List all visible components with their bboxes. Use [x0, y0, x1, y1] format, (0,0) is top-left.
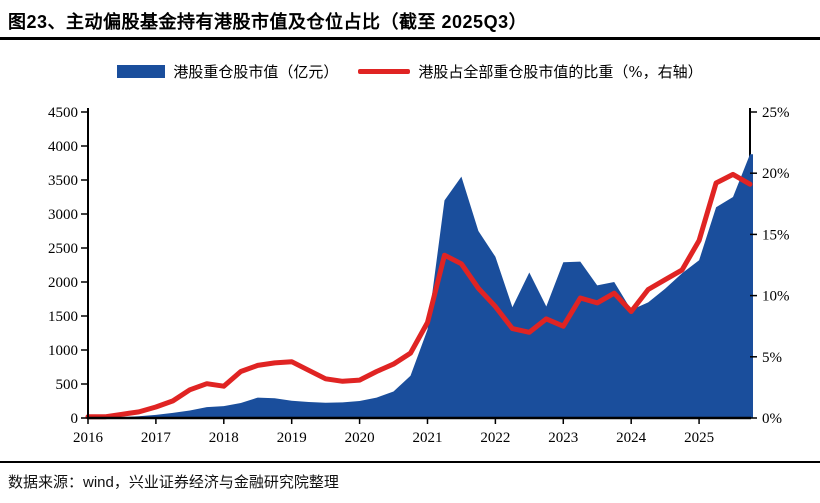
- svg-text:4000: 4000: [48, 139, 78, 155]
- svg-text:2024: 2024: [616, 430, 647, 446]
- svg-text:2018: 2018: [209, 430, 239, 446]
- legend-label-ratio: 港股占全部重仓股市值的比重（%，右轴）: [418, 63, 703, 81]
- svg-text:10%: 10%: [762, 289, 790, 305]
- svg-text:25%: 25%: [762, 105, 790, 121]
- svg-text:1000: 1000: [48, 343, 78, 359]
- svg-text:0: 0: [71, 411, 79, 427]
- combo-chart-svg: 0 500 1000 1500 2000 2500 3000 3500 4000 4500 0% 5%…: [48, 105, 790, 446]
- svg-text:1500: 1500: [48, 309, 78, 325]
- svg-text:4500: 4500: [48, 105, 78, 121]
- svg-text:3000: 3000: [48, 207, 78, 223]
- legend-label-market-value: 港股重仓股市值（亿元）: [173, 63, 339, 81]
- svg-text:2025: 2025: [684, 430, 714, 446]
- legend-item-market-value: 港股重仓股市值（亿元）: [117, 61, 338, 82]
- chart-area: 0 500 1000 1500 2000 2500 3000 3500 4000 4500 0% 5%…: [0, 95, 820, 455]
- title-divider-line: [0, 37, 820, 40]
- svg-text:20%: 20%: [762, 166, 790, 182]
- svg-text:15%: 15%: [762, 227, 790, 243]
- svg-text:2020: 2020: [345, 430, 375, 446]
- footer-divider-line: [0, 461, 820, 463]
- red-line-swatch-icon: [358, 69, 411, 74]
- svg-text:3500: 3500: [48, 173, 78, 189]
- data-source-note: 数据来源：wind，兴业证券经济与金融研究院整理: [8, 474, 339, 491]
- chart-legend: 港股重仓股市值（亿元） 港股占全部重仓股市值的比重（%，右轴）: [0, 61, 820, 82]
- svg-text:2000: 2000: [48, 275, 78, 291]
- svg-text:2023: 2023: [548, 430, 578, 446]
- svg-text:5%: 5%: [762, 350, 782, 366]
- svg-text:2016: 2016: [73, 430, 104, 446]
- figure-title: 图23、主动偏股基金持有港股市值及仓位占比（截至 2025Q3）: [8, 12, 528, 32]
- svg-text:2019: 2019: [277, 430, 307, 446]
- svg-text:2500: 2500: [48, 241, 78, 257]
- blue-area-swatch-icon: [117, 65, 166, 78]
- svg-text:2021: 2021: [412, 430, 442, 446]
- svg-text:0%: 0%: [762, 411, 782, 427]
- svg-text:2022: 2022: [480, 430, 510, 446]
- svg-text:2017: 2017: [141, 430, 172, 446]
- svg-text:500: 500: [56, 377, 79, 393]
- legend-item-ratio: 港股占全部重仓股市值的比重（%，右轴）: [358, 61, 703, 82]
